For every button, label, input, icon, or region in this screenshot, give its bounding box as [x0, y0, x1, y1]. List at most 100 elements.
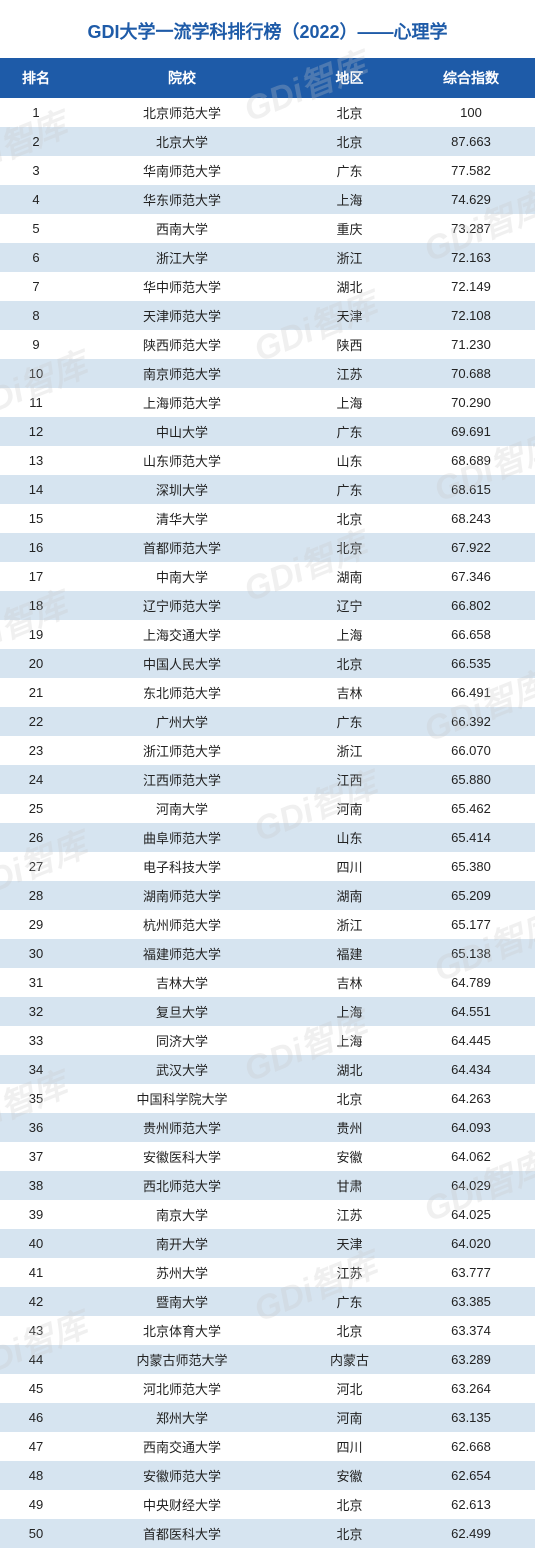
table-row: 3华南师范大学广东77.582 — [0, 156, 535, 185]
cell-school: 安徽医科大学 — [72, 1142, 292, 1171]
table-row: 28湖南师范大学湖南65.209 — [0, 881, 535, 910]
table-row: 15清华大学北京68.243 — [0, 504, 535, 533]
cell-region: 上海 — [292, 388, 407, 417]
cell-school: 中央财经大学 — [72, 1490, 292, 1519]
table-row: 30福建师范大学福建65.138 — [0, 939, 535, 968]
cell-school: 华中师范大学 — [72, 272, 292, 301]
cell-region: 湖北 — [292, 1055, 407, 1084]
cell-rank: 30 — [0, 939, 72, 968]
table-row: 50首都医科大学北京62.499 — [0, 1519, 535, 1548]
table-row: 48安徽师范大学安徽62.654 — [0, 1461, 535, 1490]
cell-score: 64.093 — [407, 1113, 535, 1142]
cell-rank: 8 — [0, 301, 72, 330]
cell-rank: 50 — [0, 1519, 72, 1548]
cell-rank: 1 — [0, 98, 72, 127]
cell-region: 北京 — [292, 1084, 407, 1113]
table-row: 24江西师范大学江西65.880 — [0, 765, 535, 794]
cell-rank: 48 — [0, 1461, 72, 1490]
cell-region: 北京 — [292, 1490, 407, 1519]
cell-region: 安徽 — [292, 1142, 407, 1171]
cell-score: 70.688 — [407, 359, 535, 388]
cell-rank: 5 — [0, 214, 72, 243]
cell-school: 武汉大学 — [72, 1055, 292, 1084]
cell-rank: 28 — [0, 881, 72, 910]
cell-rank: 36 — [0, 1113, 72, 1142]
cell-rank: 6 — [0, 243, 72, 272]
table-row: 42暨南大学广东63.385 — [0, 1287, 535, 1316]
cell-rank: 39 — [0, 1200, 72, 1229]
table-row: 27电子科技大学四川65.380 — [0, 852, 535, 881]
table-row: 6浙江大学浙江72.163 — [0, 243, 535, 272]
cell-score: 64.020 — [407, 1229, 535, 1258]
cell-region: 河北 — [292, 1374, 407, 1403]
cell-region: 江苏 — [292, 1200, 407, 1229]
table-row: 5西南大学重庆73.287 — [0, 214, 535, 243]
table-row: 21东北师范大学吉林66.491 — [0, 678, 535, 707]
table-row: 41苏州大学江苏63.777 — [0, 1258, 535, 1287]
cell-region: 湖南 — [292, 562, 407, 591]
cell-rank: 45 — [0, 1374, 72, 1403]
cell-region: 广东 — [292, 475, 407, 504]
table-row: 40南开大学天津64.020 — [0, 1229, 535, 1258]
table-row: 8天津师范大学天津72.108 — [0, 301, 535, 330]
cell-school: 山东师范大学 — [72, 446, 292, 475]
cell-region: 广东 — [292, 1287, 407, 1316]
cell-score: 64.263 — [407, 1084, 535, 1113]
cell-region: 四川 — [292, 852, 407, 881]
table-row: 7华中师范大学湖北72.149 — [0, 272, 535, 301]
cell-rank: 22 — [0, 707, 72, 736]
cell-score: 63.385 — [407, 1287, 535, 1316]
cell-rank: 47 — [0, 1432, 72, 1461]
cell-score: 62.613 — [407, 1490, 535, 1519]
cell-score: 65.380 — [407, 852, 535, 881]
cell-score: 87.663 — [407, 127, 535, 156]
table-row: 10南京师范大学江苏70.688 — [0, 359, 535, 388]
cell-score: 68.615 — [407, 475, 535, 504]
cell-school: 陕西师范大学 — [72, 330, 292, 359]
cell-rank: 13 — [0, 446, 72, 475]
cell-rank: 11 — [0, 388, 72, 417]
page-title: GDI大学一流学科排行榜（2022）——心理学 — [0, 0, 535, 58]
table-row: 1北京师范大学北京100 — [0, 98, 535, 127]
cell-score: 64.025 — [407, 1200, 535, 1229]
cell-rank: 42 — [0, 1287, 72, 1316]
cell-score: 71.230 — [407, 330, 535, 359]
table-row: 11上海师范大学上海70.290 — [0, 388, 535, 417]
cell-region: 北京 — [292, 98, 407, 127]
cell-score: 64.062 — [407, 1142, 535, 1171]
cell-score: 69.691 — [407, 417, 535, 446]
cell-region: 湖北 — [292, 272, 407, 301]
cell-region: 江苏 — [292, 1258, 407, 1287]
cell-score: 66.802 — [407, 591, 535, 620]
table-row: 14深圳大学广东68.615 — [0, 475, 535, 504]
cell-school: 华东师范大学 — [72, 185, 292, 214]
cell-rank: 34 — [0, 1055, 72, 1084]
cell-school: 北京大学 — [72, 127, 292, 156]
table-row: 44内蒙古师范大学内蒙古63.289 — [0, 1345, 535, 1374]
cell-score: 72.163 — [407, 243, 535, 272]
cell-rank: 40 — [0, 1229, 72, 1258]
cell-rank: 38 — [0, 1171, 72, 1200]
cell-rank: 44 — [0, 1345, 72, 1374]
cell-rank: 49 — [0, 1490, 72, 1519]
table-row: 2北京大学北京87.663 — [0, 127, 535, 156]
cell-region: 天津 — [292, 1229, 407, 1258]
table-row: 9陕西师范大学陕西71.230 — [0, 330, 535, 359]
cell-school: 河南大学 — [72, 794, 292, 823]
cell-rank: 10 — [0, 359, 72, 388]
cell-region: 北京 — [292, 504, 407, 533]
cell-rank: 16 — [0, 533, 72, 562]
cell-score: 65.209 — [407, 881, 535, 910]
cell-rank: 27 — [0, 852, 72, 881]
cell-score: 66.070 — [407, 736, 535, 765]
cell-region: 江苏 — [292, 359, 407, 388]
col-header-rank: 排名 — [0, 58, 72, 98]
cell-score: 72.149 — [407, 272, 535, 301]
cell-school: 曲阜师范大学 — [72, 823, 292, 852]
cell-school: 吉林大学 — [72, 968, 292, 997]
cell-school: 东北师范大学 — [72, 678, 292, 707]
cell-school: 南京大学 — [72, 1200, 292, 1229]
cell-rank: 35 — [0, 1084, 72, 1113]
ranking-table: 排名 院校 地区 综合指数 1北京师范大学北京1002北京大学北京87.6633… — [0, 58, 535, 1548]
cell-score: 63.264 — [407, 1374, 535, 1403]
